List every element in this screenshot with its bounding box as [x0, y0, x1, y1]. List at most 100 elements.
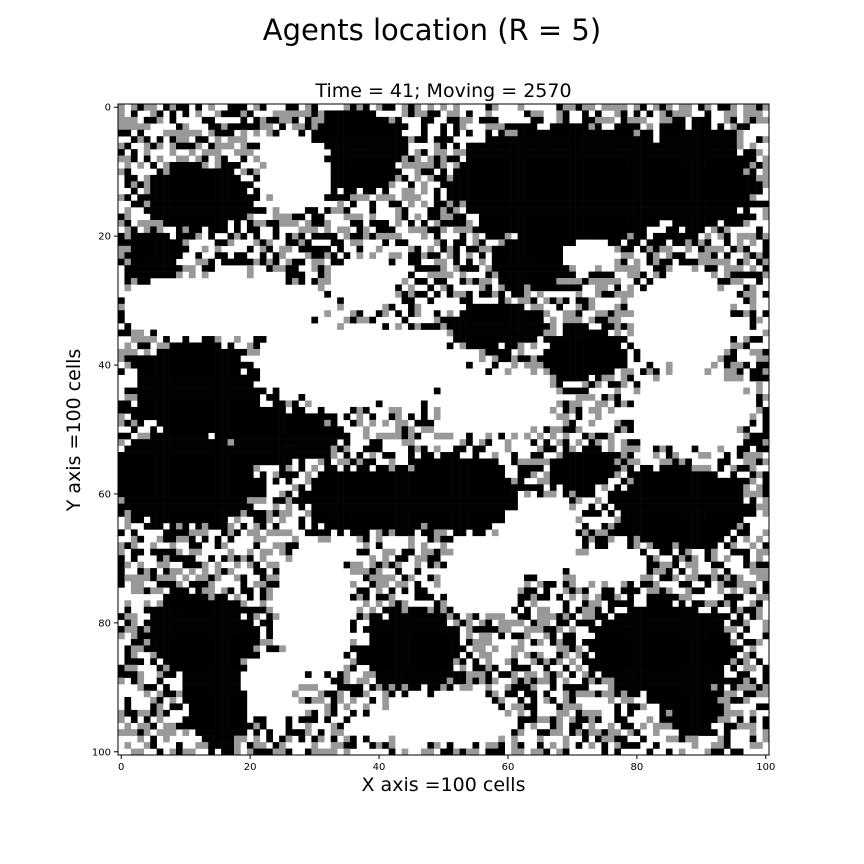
heatmap-cell	[311, 316, 319, 324]
heatmap-cell	[343, 252, 351, 259]
heatmap-cell	[150, 406, 157, 414]
heatmap-cell	[517, 587, 525, 595]
heatmap-cell	[214, 387, 222, 395]
heatmap-cell	[124, 503, 132, 511]
heatmap-cell	[176, 439, 183, 446]
heatmap-cell	[292, 232, 299, 240]
heatmap-cell	[607, 394, 615, 401]
heatmap-cell	[201, 626, 209, 633]
heatmap-cell	[730, 490, 738, 498]
heatmap-cell	[401, 213, 409, 221]
heatmap-cell	[221, 162, 228, 169]
heatmap-cell	[511, 361, 518, 369]
heatmap-cell	[143, 342, 151, 350]
heatmap-cell	[756, 600, 763, 608]
heatmap-cell	[272, 226, 280, 234]
heatmap-cell	[208, 194, 215, 201]
heatmap-cell	[543, 471, 551, 479]
heatmap-cell	[311, 129, 319, 137]
heatmap-cell	[504, 439, 512, 446]
heatmap-cell	[640, 503, 647, 511]
heatmap-cell	[176, 406, 183, 414]
heatmap-cell	[710, 613, 718, 620]
heatmap-cell	[511, 458, 518, 466]
heatmap-cell	[234, 555, 241, 562]
heatmap-cell	[485, 484, 493, 491]
heatmap-cell	[614, 619, 622, 627]
heatmap-cell	[266, 394, 273, 401]
heatmap-cell	[511, 220, 518, 227]
heatmap-cell	[491, 123, 499, 131]
heatmap-cell	[646, 529, 654, 537]
heatmap-cell	[588, 303, 596, 311]
heatmap-cell	[524, 194, 531, 201]
heatmap-cell	[575, 477, 583, 485]
heatmap-cell	[685, 258, 692, 266]
heatmap-cell	[717, 232, 725, 240]
heatmap-cell	[324, 413, 331, 421]
heatmap-cell	[498, 278, 505, 285]
heatmap-cell	[337, 129, 344, 137]
heatmap-cell	[524, 310, 531, 317]
heatmap-cell	[594, 439, 602, 446]
heatmap-cell	[504, 323, 512, 330]
heatmap-cell	[562, 239, 570, 247]
heatmap-cell	[549, 632, 557, 640]
heatmap-cell	[201, 265, 209, 272]
heatmap-cell	[749, 580, 757, 588]
heatmap-cell	[446, 110, 454, 118]
heatmap-cell	[633, 155, 641, 163]
heatmap-cell	[285, 490, 293, 498]
heatmap-cell	[472, 329, 480, 337]
heatmap-cell	[640, 142, 647, 150]
heatmap-cell	[401, 162, 409, 169]
heatmap-cell	[762, 561, 770, 569]
heatmap-cell	[549, 162, 557, 169]
heatmap-cell	[356, 252, 364, 259]
heatmap-cell	[698, 252, 705, 259]
heatmap-cell	[472, 162, 480, 169]
heatmap-cell	[549, 136, 557, 143]
heatmap-cell	[176, 271, 183, 279]
heatmap-cell	[337, 110, 344, 118]
heatmap-cell	[356, 522, 364, 530]
heatmap-cell	[466, 497, 473, 504]
heatmap-cell	[575, 342, 583, 350]
heatmap-cell	[362, 174, 370, 182]
heatmap-cell	[685, 555, 692, 562]
heatmap-cell	[646, 464, 654, 472]
heatmap-cell	[730, 271, 738, 279]
heatmap-cell	[221, 510, 228, 517]
heatmap-cell	[137, 626, 145, 633]
heatmap-cell	[614, 419, 622, 427]
heatmap-cell	[279, 213, 286, 221]
heatmap-cell	[240, 419, 248, 427]
heatmap-cell	[130, 445, 138, 453]
heatmap-cell	[530, 458, 538, 466]
heatmap-cell	[549, 155, 557, 163]
heatmap-cell	[730, 245, 738, 253]
heatmap-cell	[498, 348, 505, 356]
heatmap-cell	[678, 613, 686, 620]
heatmap-cell	[201, 168, 209, 176]
heatmap-cell	[665, 368, 673, 375]
heatmap-cell	[195, 548, 203, 556]
heatmap-cell	[562, 316, 570, 324]
heatmap-cell	[143, 116, 151, 124]
heatmap-cell	[163, 220, 170, 227]
heatmap-cell	[511, 271, 518, 279]
heatmap-cell	[156, 265, 164, 272]
heatmap-cell	[665, 129, 673, 137]
heatmap-cell	[530, 355, 538, 363]
heatmap-cell	[227, 510, 235, 517]
heatmap-cell	[195, 258, 203, 266]
heatmap-cell	[227, 213, 235, 221]
heatmap-cell	[350, 522, 357, 530]
heatmap-cell	[498, 297, 505, 305]
heatmap-cell	[640, 104, 647, 111]
heatmap-cell	[234, 419, 241, 427]
heatmap-cell	[710, 271, 718, 279]
heatmap-cell	[730, 149, 738, 156]
heatmap-cell	[646, 484, 654, 491]
heatmap-cell	[130, 516, 138, 524]
